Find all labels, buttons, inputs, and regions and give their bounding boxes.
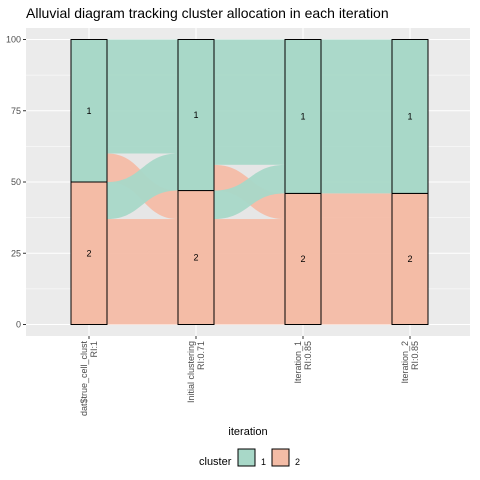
- x-tick-label: dat$true_cell_clust RI:1: [79, 341, 99, 417]
- x-tick-label-line: Iteration_2: [400, 341, 410, 384]
- legend-swatch-1: [237, 448, 256, 467]
- legend-swatch-2: [271, 448, 290, 467]
- stratum-label: 1: [407, 111, 412, 121]
- y-tick-label: 25: [11, 248, 21, 258]
- x-tick-label-line: RI:0.85: [303, 341, 313, 370]
- y-tick-label: 75: [11, 106, 21, 116]
- stratum-label: 1: [300, 111, 305, 121]
- stratum-cluster-1: [284, 39, 322, 194]
- legend-title: cluster: [199, 456, 232, 468]
- stratum-cluster-2: [70, 181, 108, 325]
- stratum-cluster-1: [70, 39, 108, 183]
- chart-title: Alluvial diagram tracking cluster alloca…: [26, 5, 389, 21]
- legend-label: 1: [261, 457, 266, 467]
- stratum-label: 2: [407, 254, 412, 264]
- x-tick-label-line: Initial clustering: [186, 341, 196, 403]
- flow-1-to-1: [321, 39, 392, 194]
- stratum-label: 2: [193, 253, 198, 263]
- legend-label: 2: [295, 457, 300, 467]
- flow-2-to-2: [214, 219, 285, 325]
- y-tick-label: 0: [16, 320, 21, 330]
- stratum-cluster-1: [177, 39, 215, 192]
- flow-2-to-1: [107, 153, 178, 220]
- x-tick-label: Iteration_2 RI:0.85: [400, 341, 420, 384]
- stratum-label: 1: [193, 110, 198, 120]
- stratum-label: 2: [300, 254, 305, 264]
- flow-2-to-1: [214, 164, 285, 220]
- x-tick-label-line: RI:0.85: [410, 341, 420, 370]
- stratum-cluster-2: [391, 192, 429, 325]
- x-tick-label-line: RI:1: [89, 341, 99, 358]
- flow-1-to-1: [214, 39, 285, 165]
- flow-2-to-2: [321, 193, 392, 325]
- legend: cluster 1 2: [199, 448, 300, 468]
- stratum-label: 1: [86, 106, 91, 116]
- x-tick-label-line: RI:0.71: [196, 341, 206, 370]
- x-tick-label: Iteration_1 RI:0.85: [293, 341, 313, 384]
- flow-2-to-2: [107, 219, 178, 325]
- stratum-cluster-1: [391, 39, 429, 194]
- flow-1-to-1: [107, 39, 178, 154]
- y-tick-label: 100: [6, 35, 21, 45]
- stratum-label: 2: [86, 248, 91, 258]
- x-axis-title: iteration: [228, 426, 267, 438]
- stratum-cluster-2: [177, 190, 215, 325]
- x-tick-label: Initial clustering RI:0.71: [186, 341, 206, 403]
- x-tick-label-line: Iteration_1: [293, 341, 303, 384]
- x-tick-label-line: dat$true_cell_clust: [79, 341, 89, 417]
- stratum-cluster-2: [284, 192, 322, 325]
- y-tick-label: 50: [11, 177, 21, 187]
